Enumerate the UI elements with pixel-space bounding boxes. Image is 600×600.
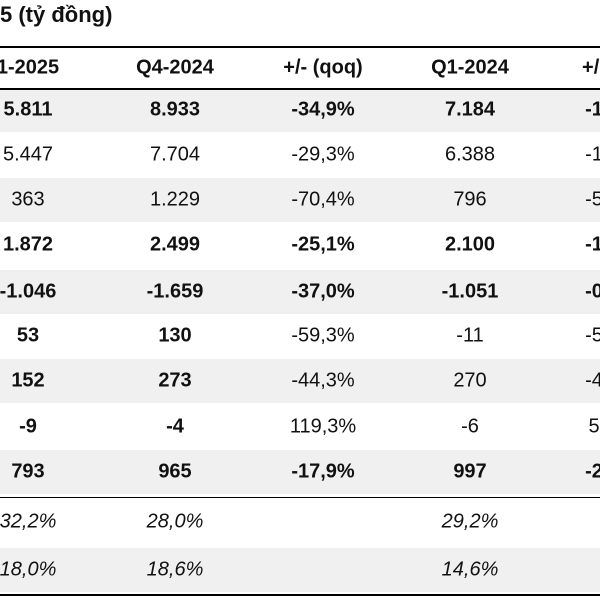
rule <box>0 88 600 90</box>
table-cell: -5 <box>585 324 600 347</box>
table-cell: 6.388 <box>444 143 496 166</box>
table-cell: -44,3% <box>291 369 355 392</box>
column-header: Q1-2024 <box>431 56 509 79</box>
table-cell: -6 <box>461 415 479 438</box>
table-cell: 32,2% <box>0 510 57 533</box>
row-band <box>0 270 600 314</box>
table-cell: 29,2% <box>441 510 499 533</box>
table-cell: 1.872 <box>2 233 54 256</box>
table-cell: 18,0% <box>0 558 57 581</box>
rule <box>0 497 600 498</box>
table-cell: 796 <box>453 188 487 211</box>
table-cell: 273 <box>158 369 192 392</box>
table-cell: -5 <box>585 188 600 211</box>
table-cell: -1 <box>585 98 600 121</box>
table-cell: -0 <box>585 280 600 303</box>
column-header: 1-2025 <box>0 56 60 79</box>
table-cell: -1.051 <box>441 280 499 303</box>
row-band <box>0 88 600 132</box>
table-cell: 793 <box>11 460 45 483</box>
rule <box>0 46 600 48</box>
table-cell: -4 <box>585 369 600 392</box>
table-cell: -25,1% <box>291 233 355 256</box>
row-band <box>0 450 600 494</box>
table-cell: 1.229 <box>149 188 201 211</box>
table-cell: 53 <box>16 324 40 347</box>
table-cell: 270 <box>453 369 487 392</box>
table-cell: 7.184 <box>444 98 496 121</box>
table-cell: 5.447 <box>2 143 54 166</box>
table-cell: 8.933 <box>149 98 201 121</box>
table-cell: 5.811 <box>3 98 53 121</box>
table-cell: 119,3% <box>289 415 357 438</box>
table-cell: 997 <box>453 460 487 483</box>
table-cell: -1 <box>585 233 600 256</box>
table-cell: -4 <box>166 415 184 438</box>
table-cell: -59,3% <box>291 324 355 347</box>
table-cell: 363 <box>11 188 45 211</box>
table-cell: -34,9% <box>291 98 355 121</box>
table-cell: -17,9% <box>291 460 355 483</box>
row-band <box>0 548 600 592</box>
table-cell: -9 <box>19 415 37 438</box>
table-cell: 18,6% <box>146 558 204 581</box>
table-cell: -1 <box>585 143 600 166</box>
table-cell: -2 <box>585 460 600 483</box>
table-cell: 152 <box>11 369 45 392</box>
table-cell: -11 <box>456 324 484 347</box>
table-cell: 7.704 <box>149 143 201 166</box>
table-cell: 2.100 <box>444 233 496 256</box>
column-header: +/- (qoq) <box>283 56 363 79</box>
table-cell: -70,4% <box>291 188 355 211</box>
table-cell: 130 <box>158 324 192 347</box>
table-title: 5 (tỷ đồng) <box>0 2 113 27</box>
table-cell: 28,0% <box>146 510 204 533</box>
table-cell: 965 <box>158 460 192 483</box>
table-cell: 14,6% <box>441 558 499 581</box>
table-cell: 5 <box>588 415 600 438</box>
table-cell: 2.499 <box>149 233 201 256</box>
rule <box>0 594 600 596</box>
table-cell: -1.046 <box>0 280 57 303</box>
column-header: Q4-2024 <box>136 56 214 79</box>
row-band <box>0 178 600 222</box>
table-cell: -37,0% <box>291 280 355 303</box>
column-header: +/- <box>582 56 600 79</box>
table-cell: -1.659 <box>146 280 204 303</box>
table-cell: -29,3% <box>291 143 355 166</box>
row-band <box>0 359 600 403</box>
